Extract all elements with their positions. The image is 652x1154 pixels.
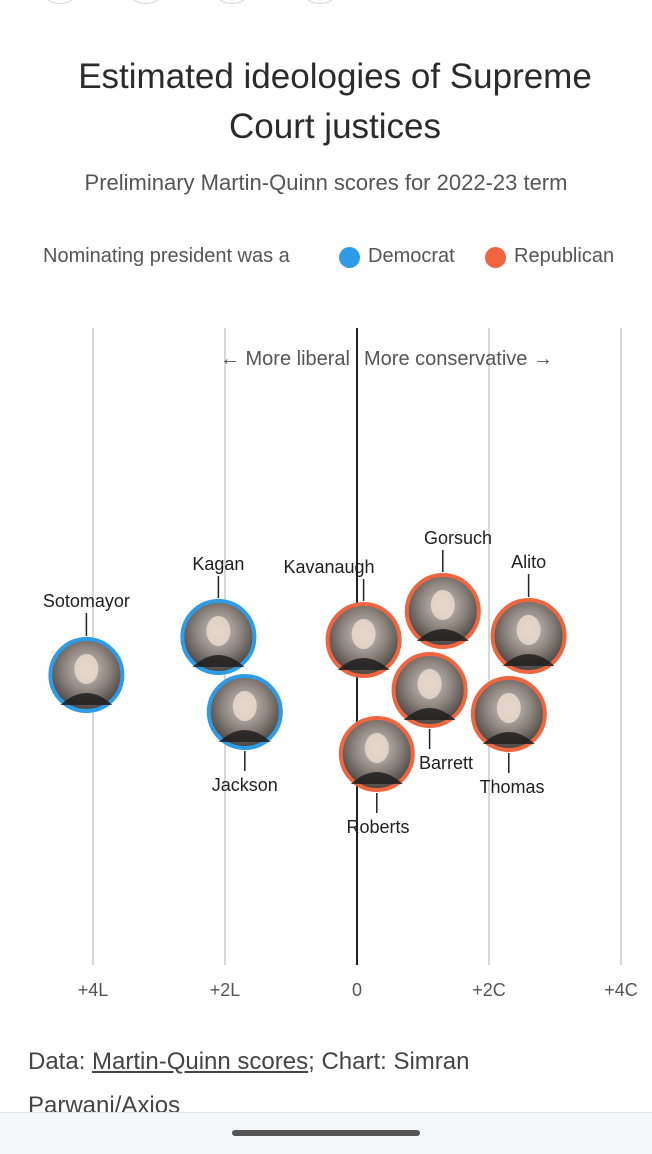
kagan-shoulders bbox=[192, 655, 245, 667]
gorsuch-point bbox=[404, 573, 481, 649]
ideology-chart: ← More liberal More conservative → Sotom… bbox=[43, 328, 638, 1000]
alito-shoulders bbox=[502, 654, 555, 666]
kagan-face bbox=[206, 616, 231, 646]
alito-point bbox=[490, 598, 567, 674]
sotomayor-shoulders bbox=[60, 693, 113, 705]
roberts-shoulders bbox=[350, 772, 403, 784]
republican-legend-dot bbox=[485, 247, 506, 268]
footer-data-prefix: Data: bbox=[28, 1048, 93, 1075]
barrett-label: Barrett bbox=[419, 753, 473, 773]
x-tick-label: 0 bbox=[352, 980, 362, 1000]
more-liberal-label: ← More liberal bbox=[220, 348, 350, 370]
share-button[interactable] bbox=[124, 0, 168, 4]
thomas-face bbox=[496, 693, 521, 723]
gorsuch-shoulders bbox=[416, 629, 469, 641]
kavanaugh-point bbox=[325, 602, 402, 678]
roberts-point bbox=[338, 716, 415, 792]
kavanaugh-label: Kavanaugh bbox=[283, 557, 374, 577]
kagan-label: Kagan bbox=[192, 554, 244, 574]
x-tick-label: +4C bbox=[604, 980, 638, 1000]
more-conservative-label: More conservative → bbox=[364, 348, 553, 370]
legend: Nominating president was a Democrat Repu… bbox=[0, 243, 652, 273]
justice-points bbox=[48, 573, 567, 792]
roberts-face bbox=[364, 733, 389, 763]
kagan-point bbox=[180, 599, 257, 675]
x-axis-tick-labels: +4L +2L 0 +2C +4C bbox=[78, 980, 638, 1000]
sotomayor-label: Sotomayor bbox=[43, 591, 130, 611]
legend-democrat: Democrat bbox=[368, 245, 455, 267]
thomas-shoulders bbox=[482, 732, 535, 744]
legend-prefix: Nominating president was a bbox=[43, 245, 290, 267]
barrett-point bbox=[391, 652, 468, 728]
gorsuch-label: Gorsuch bbox=[424, 528, 492, 548]
sotomayor-face bbox=[74, 654, 99, 684]
top-toolbar-circles bbox=[0, 0, 652, 8]
leader-lines bbox=[85, 550, 530, 813]
jackson-shoulders bbox=[218, 730, 271, 742]
share-button[interactable] bbox=[38, 0, 82, 4]
roberts-label: Roberts bbox=[346, 817, 409, 837]
alito-face bbox=[516, 615, 541, 645]
source-link[interactable]: Martin-Quinn scores bbox=[92, 1048, 309, 1075]
bottom-bar bbox=[0, 1112, 652, 1154]
democrat-legend-dot bbox=[339, 247, 360, 268]
share-button[interactable] bbox=[298, 0, 342, 4]
kavanaugh-shoulders bbox=[337, 658, 390, 670]
chart-title: Estimated ideologies of Supreme Court ju… bbox=[78, 57, 592, 146]
kavanaugh-face bbox=[351, 619, 376, 649]
home-indicator[interactable] bbox=[232, 1130, 420, 1136]
jackson-label: Jackson bbox=[212, 775, 278, 795]
x-tick-label: +2L bbox=[210, 980, 241, 1000]
legend-republican: Republican bbox=[514, 245, 615, 267]
x-tick-label: +4L bbox=[78, 980, 109, 1000]
share-button[interactable] bbox=[210, 0, 254, 4]
x-tick-label: +2C bbox=[472, 980, 506, 1000]
justice-labels: Sotomayor Kagan Jackson Kavanaugh Roberts Gor… bbox=[43, 528, 546, 837]
alito-label: Alito bbox=[511, 552, 546, 572]
barrett-face bbox=[417, 669, 442, 699]
thomas-label: Thomas bbox=[479, 777, 544, 797]
barrett-shoulders bbox=[403, 708, 456, 720]
gorsuch-face bbox=[430, 590, 455, 620]
chart-footer: Data: Martin-Quinn scores; Chart: Simran… bbox=[28, 1040, 628, 1128]
jackson-point bbox=[206, 674, 283, 750]
jackson-face bbox=[232, 691, 257, 721]
chart-subtitle: Preliminary Martin-Quinn scores for 2022… bbox=[84, 170, 568, 195]
sotomayor-point bbox=[48, 637, 125, 713]
thomas-point bbox=[470, 676, 547, 752]
